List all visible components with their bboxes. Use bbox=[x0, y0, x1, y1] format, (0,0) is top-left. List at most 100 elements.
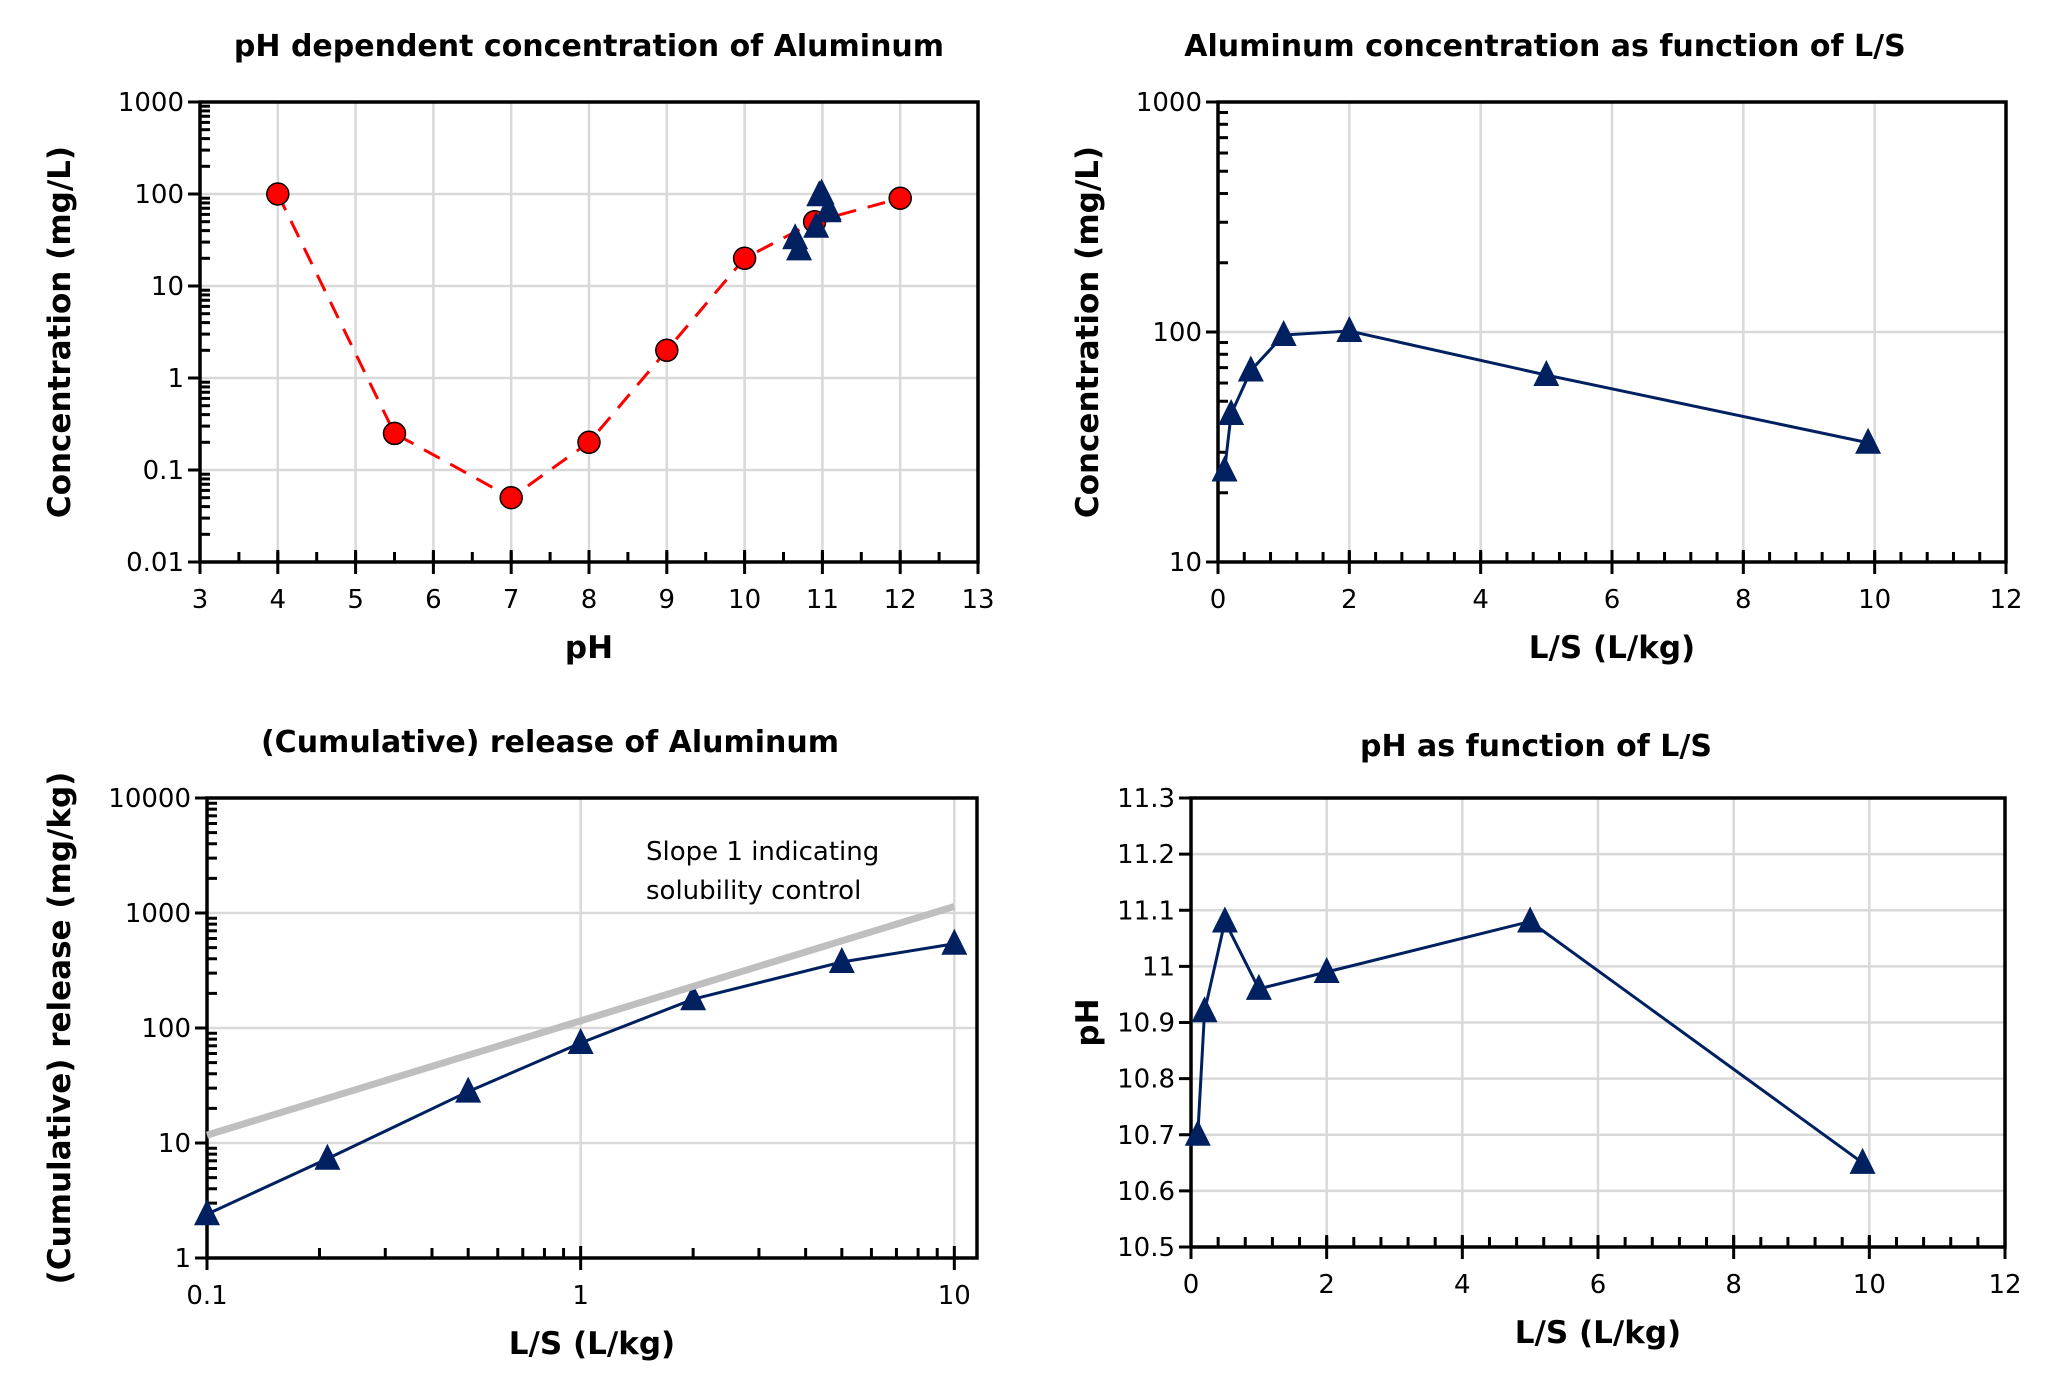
series-line bbox=[1223, 329, 1869, 471]
y-tick-label: 10.8 bbox=[1117, 1065, 1175, 1095]
chart-1: 3 4 5 6 7 8 9 10 11 12 13 0.01 0.1 1 10 100 1000 pH depen… bbox=[42, 29, 995, 666]
x-tick-label: 0 bbox=[1210, 585, 1227, 615]
annotation: Slope 1 indicating solubility control bbox=[646, 837, 879, 906]
data-point bbox=[455, 1076, 482, 1103]
y-tick-label: 10 bbox=[158, 1129, 191, 1159]
chart-title: Aluminum concentration as function of L/… bbox=[1184, 29, 1905, 64]
y-tick-label: 100 bbox=[141, 1014, 191, 1044]
y-axis-label: Concentration (mg/L) bbox=[42, 146, 78, 518]
data-point bbox=[1849, 1147, 1876, 1174]
x-tick-label: 13 bbox=[961, 585, 994, 615]
x-tick-label: 6 bbox=[1590, 1270, 1607, 1300]
data-point bbox=[314, 1143, 341, 1170]
y-tick-label: 0.01 bbox=[126, 548, 184, 578]
data-point bbox=[577, 430, 601, 455]
slope-reference-line bbox=[205, 903, 956, 1139]
data-point bbox=[266, 182, 290, 206]
x-tick-label: 4 bbox=[1454, 1270, 1471, 1300]
data-point bbox=[1191, 996, 1218, 1023]
y-tick-label: 11.3 bbox=[1117, 784, 1175, 814]
y-tick-label: 1000 bbox=[118, 88, 184, 118]
x-tick-label: 10 bbox=[728, 585, 761, 615]
plot-frame bbox=[1216, 100, 2008, 564]
chart-3: 0.1 1 10 1 10 100 1000 10000 Slope 1 indicating s… bbox=[42, 725, 979, 1362]
x-tick-label: 8 bbox=[1735, 585, 1752, 615]
x-tick-label: 5 bbox=[347, 585, 364, 615]
x-tick-label: 6 bbox=[425, 585, 442, 615]
plot-frame bbox=[205, 796, 979, 1260]
chart-title: (Cumulative) release of Aluminum bbox=[261, 725, 839, 760]
y-tick-label: 10000 bbox=[108, 784, 191, 814]
y-tick-label: 10 bbox=[151, 272, 184, 302]
data-point bbox=[499, 485, 523, 510]
series-line bbox=[276, 193, 901, 500]
y-tick-label: 1 bbox=[174, 1244, 191, 1274]
data-point bbox=[680, 984, 707, 1011]
y-tick-label: 0.1 bbox=[143, 456, 184, 486]
chart-title: pH dependent concentration of Aluminum bbox=[234, 29, 944, 64]
data-point bbox=[655, 338, 679, 363]
y-tick-label: 10 bbox=[1169, 548, 1202, 578]
data-point bbox=[1211, 455, 1238, 482]
x-tick-label: 9 bbox=[659, 585, 676, 615]
x-tick-label: 10 bbox=[1853, 1270, 1886, 1300]
data-point bbox=[888, 186, 912, 210]
data-point bbox=[1313, 956, 1340, 983]
y-tick-label: 11.2 bbox=[1117, 840, 1175, 870]
x-axis-label: pH bbox=[565, 630, 613, 666]
x-axis-label: L/S (L/kg) bbox=[509, 1326, 675, 1362]
y-axis-label: (Cumulative) release (mg/kg) bbox=[42, 772, 78, 1285]
x-tick-label: 0 bbox=[1183, 1270, 1200, 1300]
x-tick-label: 12 bbox=[1989, 585, 2022, 615]
x-axis-label: L/S (L/kg) bbox=[1529, 630, 1695, 666]
x-tick-label: 8 bbox=[581, 585, 598, 615]
x-tick-label: 10 bbox=[1858, 585, 1891, 615]
y-tick-label: 11 bbox=[1142, 952, 1175, 982]
y-axis-label: Concentration (mg/L) bbox=[1070, 146, 1106, 518]
chart-4: 0 2 4 6 8 10 12 10.5 10.6 10.7 10.8 10.9 11 11.1 11.2 1… bbox=[1070, 729, 2022, 1351]
x-tick-label: 2 bbox=[1318, 1270, 1335, 1300]
x-tick-label: 12 bbox=[1988, 1270, 2021, 1300]
x-tick-label: 12 bbox=[884, 585, 917, 615]
y-tick-label: 1000 bbox=[125, 899, 191, 929]
x-axis-label: L/S (L/kg) bbox=[1515, 1315, 1681, 1351]
data-point bbox=[1855, 427, 1882, 454]
data-point bbox=[567, 1028, 594, 1055]
y-tick-label: 1 bbox=[167, 364, 184, 394]
plot-frame bbox=[198, 100, 980, 564]
data-point bbox=[194, 1199, 220, 1226]
data-point bbox=[782, 223, 809, 250]
x-tick-label: 4 bbox=[270, 585, 287, 615]
data-point bbox=[828, 946, 855, 973]
x-tick-label: 7 bbox=[503, 585, 520, 615]
annotation-line: solubility control bbox=[646, 876, 861, 906]
chart-title: pH as function of L/S bbox=[1360, 729, 1712, 764]
y-tick-label: 10.5 bbox=[1117, 1233, 1175, 1263]
data-point bbox=[1336, 316, 1363, 343]
chart-2: 0 2 4 6 8 10 12 10 100 1000 Aluminum concentration… bbox=[1070, 29, 2023, 666]
plot-frame bbox=[1189, 796, 2007, 1249]
y-tick-label: 1000 bbox=[1136, 88, 1202, 118]
x-tick-label: 4 bbox=[1472, 585, 1489, 615]
data-point bbox=[941, 928, 968, 955]
x-tick-label: 0.1 bbox=[186, 1281, 227, 1311]
x-tick-label: 11 bbox=[806, 585, 839, 615]
data-point bbox=[382, 421, 407, 446]
data-point bbox=[803, 211, 830, 238]
data-point bbox=[1533, 360, 1560, 387]
y-tick-label: 10.7 bbox=[1117, 1121, 1175, 1151]
data-point bbox=[1245, 973, 1272, 1000]
y-tick-label: 10.9 bbox=[1117, 1009, 1175, 1039]
data-point bbox=[1211, 906, 1238, 933]
data-point bbox=[1517, 906, 1544, 933]
data-point bbox=[1270, 320, 1297, 347]
y-tick-label: 100 bbox=[134, 180, 184, 210]
data-point bbox=[1237, 355, 1264, 382]
x-tick-label: 2 bbox=[1341, 585, 1358, 615]
data-point bbox=[1184, 1119, 1211, 1146]
data-point bbox=[1218, 399, 1245, 426]
y-tick-label: 100 bbox=[1152, 318, 1202, 348]
x-tick-label: 6 bbox=[1604, 585, 1621, 615]
y-tick-label: 10.6 bbox=[1117, 1177, 1175, 1207]
